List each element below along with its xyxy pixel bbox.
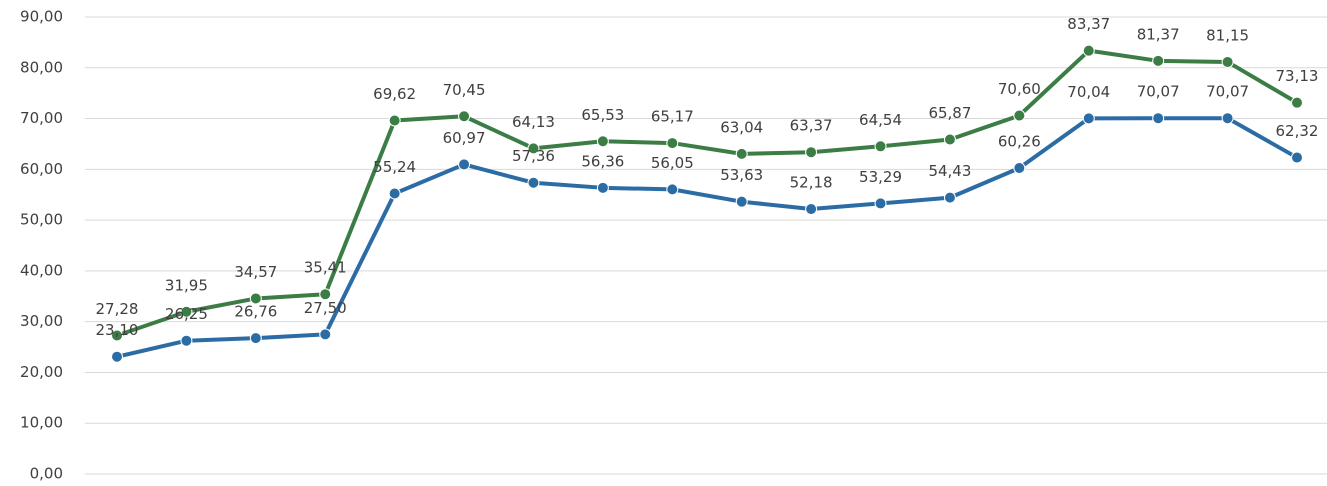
series-line [116, 48, 1299, 338]
data-point [596, 181, 609, 194]
data-point [1082, 112, 1095, 125]
y-tick-label: 70,00 [20, 109, 63, 127]
data-label: 62,32 [1276, 122, 1319, 140]
data-point [1013, 162, 1026, 175]
data-label: 70,45 [443, 81, 486, 99]
data-label: 69,62 [373, 85, 416, 103]
data-label: 56,05 [651, 154, 694, 172]
data-point [111, 350, 123, 363]
data-label: 23,10 [96, 321, 139, 339]
data-point [1152, 112, 1165, 125]
data-point [1291, 151, 1303, 164]
data-label: 35,41 [304, 259, 347, 277]
data-point [1152, 54, 1165, 67]
y-tick-label: 60,00 [20, 160, 63, 178]
data-label: 55,24 [373, 158, 416, 176]
data-point [527, 142, 540, 155]
data-label: 81,15 [1206, 26, 1249, 44]
data-point [805, 146, 818, 159]
data-point [458, 110, 471, 123]
data-label: 26,76 [234, 303, 277, 321]
data-point [180, 305, 193, 318]
data-label: 52,18 [790, 174, 833, 192]
data-point [596, 135, 609, 148]
data-label: 70,07 [1137, 83, 1180, 101]
data-point [805, 203, 818, 216]
y-tick-label: 10,00 [20, 414, 63, 432]
data-point [874, 197, 887, 210]
data-point [388, 187, 401, 200]
data-point [249, 292, 262, 305]
y-tick-label: 40,00 [20, 261, 63, 279]
data-label: 64,13 [512, 113, 555, 131]
data-label: 63,37 [790, 117, 833, 135]
data-point [1221, 112, 1234, 125]
data-point [111, 329, 123, 342]
data-label: 31,95 [165, 276, 208, 294]
data-point [1082, 44, 1095, 57]
data-label: 56,36 [581, 152, 624, 170]
data-label: 53,63 [720, 166, 763, 184]
data-label: 65,17 [651, 108, 694, 126]
data-label: 73,13 [1276, 67, 1319, 85]
data-label: 65,87 [928, 104, 971, 122]
y-tick-label: 50,00 [20, 211, 63, 229]
y-tick-label: 30,00 [20, 312, 63, 330]
data-point [735, 195, 748, 208]
data-point [180, 334, 193, 347]
series-line [116, 116, 1298, 359]
data-label: 57,36 [512, 147, 555, 165]
data-point [319, 328, 332, 341]
data-label: 81,37 [1137, 25, 1180, 43]
data-label: 70,07 [1206, 83, 1249, 101]
data-label: 53,29 [859, 168, 902, 186]
y-tick-label: 0,00 [30, 465, 63, 483]
data-point [1291, 96, 1303, 109]
data-point [874, 140, 887, 153]
data-point [943, 191, 956, 204]
data-point [249, 332, 262, 345]
data-label: 27,28 [96, 300, 139, 318]
data-label: 26,25 [165, 305, 208, 323]
data-point [388, 114, 401, 127]
data-point [943, 133, 956, 146]
data-label: 63,04 [720, 118, 763, 136]
data-point [735, 147, 748, 160]
y-tick-label: 20,00 [20, 363, 63, 381]
data-point [666, 183, 679, 196]
data-label: 83,37 [1067, 15, 1110, 33]
data-label: 65,53 [581, 106, 624, 124]
data-point [1013, 109, 1026, 122]
data-point [1221, 55, 1234, 68]
y-tick-label: 90,00 [20, 8, 63, 26]
data-label: 27,50 [304, 299, 347, 317]
data-label: 70,60 [998, 80, 1041, 98]
data-point [666, 137, 679, 150]
data-point [458, 158, 471, 171]
data-label: 54,43 [928, 162, 971, 180]
y-tick-label: 80,00 [20, 58, 63, 76]
data-label: 64,54 [859, 111, 902, 129]
data-label: 60,26 [998, 133, 1041, 151]
data-label: 34,57 [234, 263, 277, 281]
data-point [319, 288, 332, 301]
data-label: 60,97 [443, 129, 486, 147]
data-point [527, 176, 540, 189]
data-label: 70,04 [1067, 83, 1110, 101]
